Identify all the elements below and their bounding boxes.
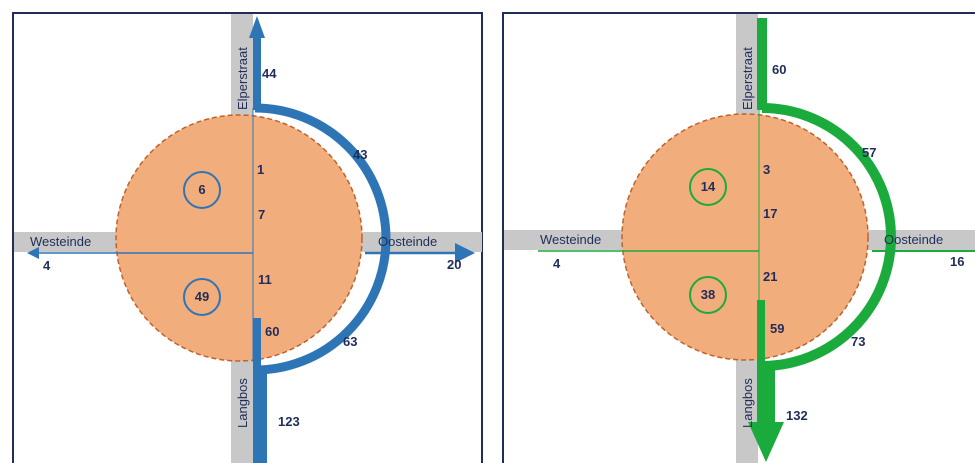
right-flow-south-arrowhead — [748, 422, 784, 462]
right-center-59: 59 — [770, 321, 784, 336]
right-circle-lower-value: 38 — [701, 287, 715, 302]
right-label-langbos: Langbos — [740, 378, 755, 428]
right-flow-north-stem — [757, 18, 767, 110]
right-center-17: 17 — [763, 206, 777, 221]
left-diagram: Elperstraat Langbos Westeinde Oosteinde … — [14, 14, 482, 463]
right-label-oosteinde: Oosteinde — [884, 232, 943, 247]
left-label-elperstraat: Elperstraat — [235, 47, 250, 110]
left-label-westeinde: Westeinde — [30, 234, 91, 249]
left-flow-north-arrowhead — [249, 16, 265, 38]
right-flow-south-stem — [757, 300, 765, 370]
left-east-value: 20 — [447, 257, 461, 272]
right-center-21: 21 — [763, 269, 777, 284]
right-west-value: 4 — [553, 256, 561, 271]
right-label-elperstraat: Elperstraat — [740, 47, 755, 110]
right-arc-south-value: 73 — [851, 334, 865, 349]
left-circle-upper-value: 6 — [198, 182, 205, 197]
left-west-value: 4 — [43, 258, 51, 273]
left-center-1: 1 — [257, 162, 264, 177]
right-east-value: 16 — [950, 254, 964, 269]
left-circle-upper — [183, 171, 221, 209]
left-flow-south-trunk — [253, 366, 267, 463]
left-arc-north-value: 43 — [353, 147, 367, 162]
left-area-circle — [115, 114, 363, 362]
left-flow-arc — [254, 103, 391, 375]
left-flow-north-stem — [253, 34, 261, 110]
right-north-value: 60 — [772, 62, 786, 77]
right-center-3: 3 — [763, 162, 770, 177]
left-label-oosteinde: Oosteinde — [378, 234, 437, 249]
right-flow-arc — [761, 103, 896, 371]
left-center-60: 60 — [265, 324, 279, 339]
right-flow-south-trunk — [757, 362, 775, 424]
right-circle-lower — [689, 276, 727, 314]
right-circle-upper — [689, 168, 727, 206]
right-circle-upper-value: 14 — [701, 179, 716, 194]
left-circle-lower — [183, 278, 221, 316]
right-label-westeinde: Westeinde — [540, 232, 601, 247]
right-area-circle — [621, 113, 869, 361]
left-north-value: 44 — [262, 66, 277, 81]
left-circle-lower-value: 49 — [195, 289, 209, 304]
left-center-11: 11 — [258, 272, 272, 287]
left-label-langbos: Langbos — [235, 378, 250, 428]
right-south-value: 132 — [786, 408, 808, 423]
right-diagram: Elperstraat Langbos Westeinde Oosteinde … — [504, 14, 975, 463]
left-arc-south-value: 63 — [343, 334, 357, 349]
left-south-value: 123 — [278, 414, 300, 429]
left-center-7: 7 — [258, 207, 265, 222]
right-arc-north-value: 57 — [862, 145, 876, 160]
